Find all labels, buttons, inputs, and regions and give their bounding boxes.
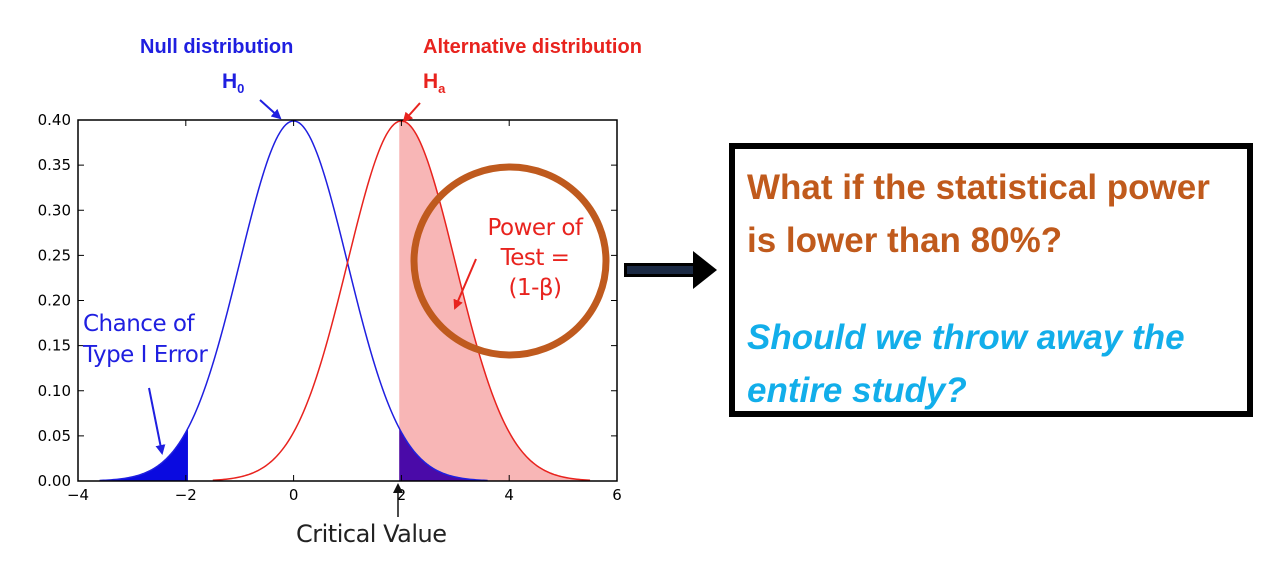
x-tick-label: −4 xyxy=(67,486,89,504)
type1-error-annotation: Chance of Type I Error xyxy=(83,309,208,371)
power-region xyxy=(399,120,591,482)
ha-letter: H xyxy=(423,70,439,93)
h0-arrow xyxy=(259,99,282,120)
y-tick-label: 0.20 xyxy=(38,292,71,310)
power-question: What if the statistical power is lower t… xyxy=(747,168,1210,260)
x-tick-label: 0 xyxy=(289,486,299,504)
h0-label: H0 xyxy=(222,70,244,96)
y-tick-label: 0.25 xyxy=(38,246,71,264)
power-highlight-circle xyxy=(410,163,610,359)
type1-line-2: Type I Error xyxy=(83,342,208,368)
annotation-arrows xyxy=(148,99,477,517)
right-arrow-icon xyxy=(624,251,717,289)
followup-question: Should we throw away the entire study? xyxy=(747,318,1185,410)
y-tick-label: 0.15 xyxy=(38,337,71,355)
ha-subscript: a xyxy=(438,81,446,96)
callout-box: What if the statistical power is lower t… xyxy=(729,143,1253,417)
y-tick-label: 0.35 xyxy=(38,156,71,174)
power-line-2: Test = xyxy=(500,245,570,271)
y-tick-label: 0.10 xyxy=(38,382,71,400)
type1-arrow xyxy=(148,387,166,455)
y-tick-label: 0.05 xyxy=(38,427,71,445)
x-tick-label: 6 xyxy=(612,486,622,504)
type1-line-1: Chance of xyxy=(83,311,195,337)
power-line-3: (1-β) xyxy=(508,275,562,301)
y-tick-label: 0.00 xyxy=(38,472,71,490)
null-right-tail-region xyxy=(399,428,488,481)
x-tick-label: 2 xyxy=(397,486,407,504)
x-tick-label: 4 xyxy=(504,486,514,504)
y-tick-label: 0.30 xyxy=(38,201,71,219)
power-arrow xyxy=(453,258,477,310)
h0-subscript: 0 xyxy=(237,81,245,96)
critical-value-label: Critical Value xyxy=(296,520,447,548)
power-line-1: Power of xyxy=(487,215,583,241)
ha-arrow xyxy=(402,102,421,123)
null-distribution-title: Null distribution xyxy=(140,36,294,58)
power-annotation: Power of Test = (1-β) xyxy=(470,213,600,303)
shaded-regions xyxy=(99,120,591,482)
alternative-distribution-title: Alternative distribution xyxy=(423,36,642,58)
x-tick-label: −2 xyxy=(175,486,197,504)
axis-ticks: −4 −2 0 2 4 6 0.00 0.05 0.10 0.15 0.20 0.25 0.30 0.35… xyxy=(38,111,622,504)
type1-error-region xyxy=(99,428,188,481)
y-tick-label: 0.40 xyxy=(38,111,71,129)
ha-label: Ha xyxy=(423,70,445,96)
h0-letter: H xyxy=(222,70,238,93)
